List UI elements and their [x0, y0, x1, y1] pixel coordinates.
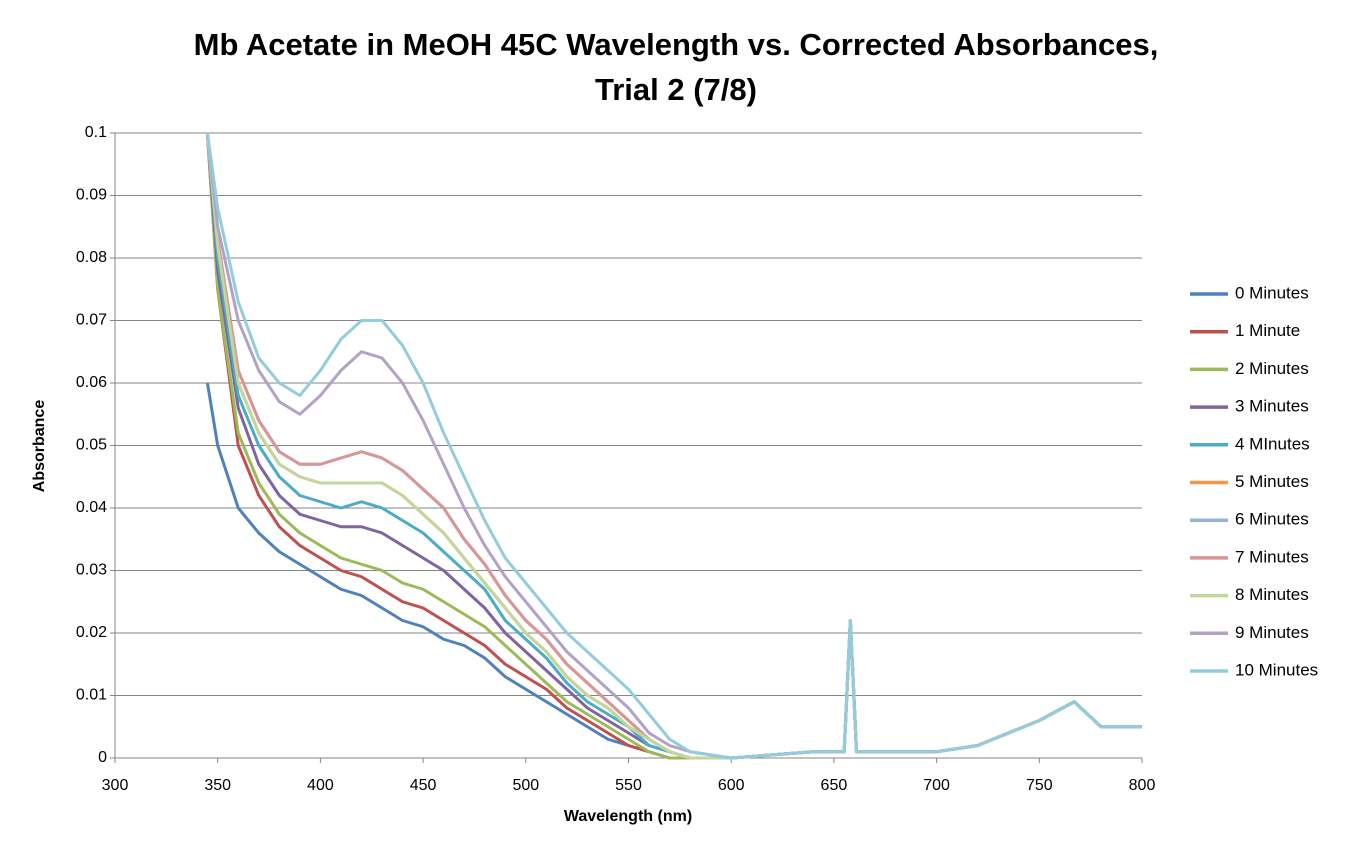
x-tick-label: 750	[1026, 777, 1053, 794]
y-tick-label: 0.05	[76, 437, 107, 454]
y-tick-label: 0.08	[76, 249, 107, 266]
y-tick-label: 0.07	[76, 312, 107, 329]
x-tick-label: 500	[512, 777, 539, 794]
x-tick-label: 350	[204, 777, 231, 794]
legend-label: 2 Minutes	[1235, 359, 1309, 378]
legend-label: 10 Minutes	[1235, 660, 1318, 679]
x-tick-label: 600	[718, 777, 745, 794]
x-axis-title: Wavelength (nm)	[564, 808, 692, 825]
x-tick-label: 300	[102, 777, 129, 794]
y-tick-label: 0.09	[76, 187, 107, 204]
y-tick-label: 0.01	[76, 687, 107, 704]
legend-label: 8 Minutes	[1235, 585, 1309, 604]
legend-label: 1 Minute	[1235, 321, 1300, 340]
y-tick-label: 0.1	[85, 124, 107, 141]
y-tick-label: 0	[98, 749, 107, 766]
y-tick-label: 0.03	[76, 562, 107, 579]
legend-label: 4 MInutes	[1235, 434, 1310, 453]
y-tick-label: 0.04	[76, 499, 107, 516]
plot-area	[205, 132, 1142, 760]
x-tick-label: 450	[410, 777, 437, 794]
series-line	[205, 132, 1142, 760]
legend-label: 9 Minutes	[1235, 623, 1309, 642]
legend-label: 5 Minutes	[1235, 472, 1309, 491]
chart-title: Trial 2 (7/8)	[595, 72, 757, 107]
x-tick-label: 650	[821, 777, 848, 794]
x-tick-label: 400	[307, 777, 334, 794]
legend-label: 6 Minutes	[1235, 510, 1309, 529]
legend-label: 3 Minutes	[1235, 397, 1309, 416]
legend-label: 0 Minutes	[1235, 283, 1309, 302]
x-tick-label: 700	[923, 777, 950, 794]
y-tick-label: 0.06	[76, 374, 107, 391]
chart-title: Mb Acetate in MeOH 45C Wavelength vs. Co…	[194, 27, 1159, 62]
x-tick-label: 800	[1129, 777, 1156, 794]
legend-label: 7 Minutes	[1235, 547, 1309, 566]
y-axis-title: Absorbance	[31, 400, 48, 493]
x-tick-label: 550	[615, 777, 642, 794]
y-tick-label: 0.02	[76, 624, 107, 641]
